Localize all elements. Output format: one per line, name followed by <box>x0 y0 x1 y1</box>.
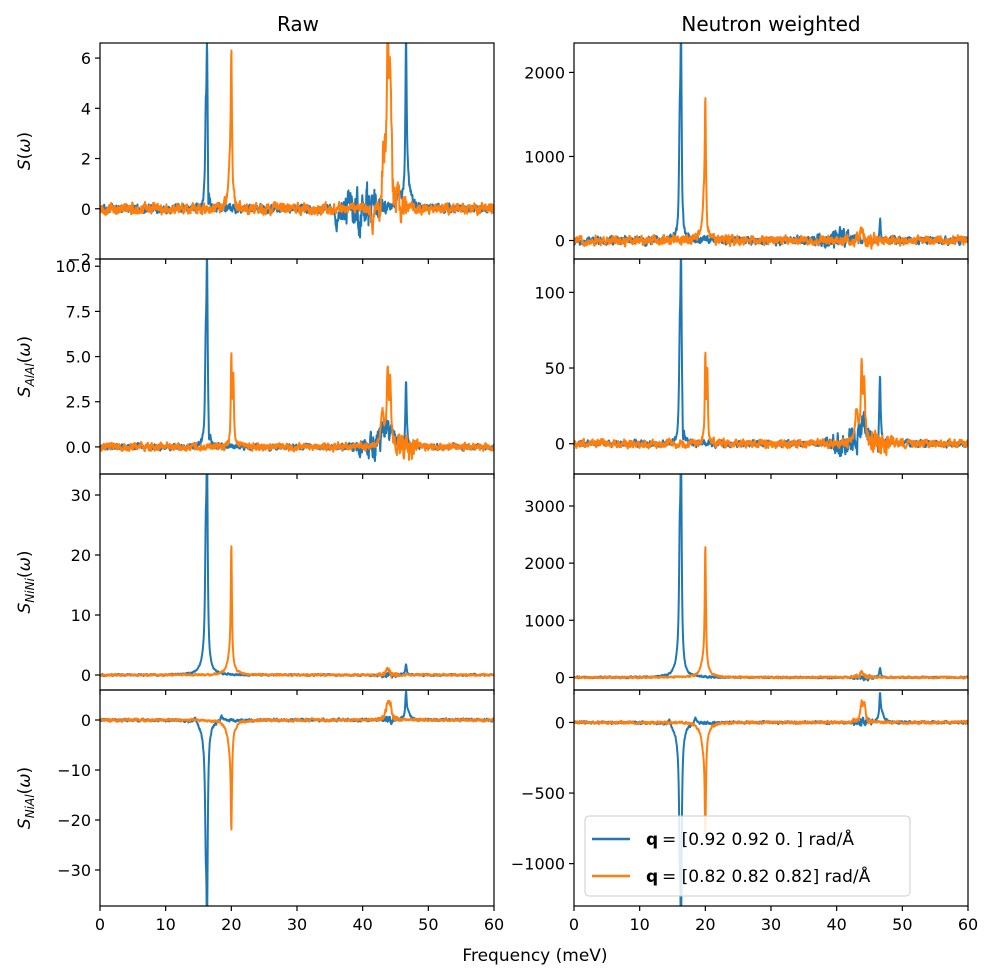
y-tick-label: 0.0 <box>66 438 91 457</box>
x-tick-label: 30 <box>761 915 781 934</box>
y-tick-label: 2000 <box>524 63 565 82</box>
y-tick-label: 20 <box>71 546 91 565</box>
series-line-1 <box>100 690 494 906</box>
legend-prefix-series-2: q <box>646 867 658 887</box>
y-axis-label: S(ω) <box>15 132 35 170</box>
panel-raw-NiNi: 0 10 20 30 SNiNi(ω) <box>15 473 495 695</box>
series-group <box>574 692 968 906</box>
panel-raw-NiAl: −30 −20 −10 0 0 10 20 30 40 50 60 SNiAl(ω) <box>15 689 504 934</box>
y-tick-label: −500 <box>521 784 565 803</box>
panel-raw-AlAl: 0.0 2.5 5.0 7.5 10.0 SAlAl(ω) <box>15 257 495 479</box>
series-line-2 <box>574 351 968 457</box>
y-tick-label: 10.0 <box>55 257 91 276</box>
panel-nw-NiNi: 0 1000 2000 3000 <box>524 473 969 695</box>
axes-frame <box>573 473 969 691</box>
series-group <box>100 259 494 462</box>
series-line-2 <box>574 546 968 680</box>
column-title-raw: Raw <box>277 12 319 36</box>
y-tick-label: 0 <box>555 232 565 251</box>
x-tick-label: 20 <box>695 915 715 934</box>
axes-frame <box>99 473 495 691</box>
y-tick-label: 1000 <box>524 611 565 630</box>
y-tick-label: 7.5 <box>66 302 91 321</box>
y-axis-label: SAlAl(ω) <box>15 336 37 397</box>
y-tick-label: 10 <box>71 606 91 625</box>
series-group <box>574 43 968 250</box>
y-tick-label: 2.5 <box>66 393 91 412</box>
legend: q = [0.92 0.92 0. ] rad/Å q = [0.82 0.82… <box>584 815 911 897</box>
y-tick-label: 2 <box>81 150 91 169</box>
x-tick-label: 40 <box>826 915 846 934</box>
y-tick-label: 1000 <box>524 147 565 166</box>
panel-nw-NiAl: −1000 −500 0 0 10 20 30 40 50 60 <box>511 689 978 934</box>
panels: −20246S(ω)0100020000.02.55.07.510.0SAlAl… <box>15 42 978 934</box>
y-axis-label: SNiNi(ω) <box>15 551 37 614</box>
axes-frame <box>573 42 969 260</box>
y-tick-label: 6 <box>81 49 91 68</box>
y-tick-label: −20 <box>57 811 91 830</box>
y-tick-label: 4 <box>81 99 91 118</box>
y-tick-label: 0 <box>555 668 565 687</box>
y-tick-label: 0 <box>81 666 91 685</box>
legend-box <box>584 815 911 897</box>
y-tick-label: 30 <box>71 486 91 505</box>
series-group <box>100 690 494 906</box>
series-line-1 <box>100 259 494 462</box>
series-line-1 <box>574 43 968 249</box>
y-tick-label: 0 <box>555 713 565 732</box>
series-group <box>100 43 494 239</box>
legend-label-series-1: = [0.92 0.92 0. ] rad/Å <box>662 828 854 850</box>
series-line-1 <box>100 474 494 679</box>
x-tick-label: 0 <box>569 915 579 934</box>
y-tick-label: 0 <box>81 200 91 219</box>
x-tick-label: 0 <box>95 915 105 934</box>
y-tick-label: 5.0 <box>66 348 91 367</box>
x-tick-label: 60 <box>484 915 504 934</box>
series-group <box>574 474 968 682</box>
legend-label-series-2: = [0.82 0.82 0.82] rad/Å <box>662 865 871 887</box>
y-tick-label: 50 <box>545 359 565 378</box>
x-tick-label: 10 <box>629 915 649 934</box>
axes-frame <box>99 258 495 475</box>
x-tick-label: 50 <box>418 915 438 934</box>
y-tick-label: 3000 <box>524 497 565 516</box>
series-line-2 <box>574 699 968 837</box>
series-line-2 <box>100 352 494 461</box>
y-tick-label: 0 <box>555 435 565 454</box>
y-axis-label: SNiAl(ω) <box>15 767 37 829</box>
panel-nw-AlAl: 0 50 100 <box>534 258 969 479</box>
series-line-2 <box>100 699 494 831</box>
panel-nw-S: 0 1000 2000 <box>524 42 969 264</box>
x-tick-label: 50 <box>892 915 912 934</box>
panel-raw-S: −2 0 2 4 6 S(ω) <box>15 42 495 269</box>
y-tick-label: −10 <box>57 761 91 780</box>
legend-prefix-series-1: q <box>646 830 658 850</box>
series-line-1 <box>574 259 968 458</box>
series-group <box>100 474 494 679</box>
series-line-2 <box>574 97 968 250</box>
y-tick-label: −1000 <box>511 855 565 874</box>
x-tick-label: 20 <box>221 915 241 934</box>
x-tick-label: 10 <box>155 915 175 934</box>
series-group <box>574 259 968 458</box>
x-tick-label: 60 <box>958 915 978 934</box>
x-tick-label: 40 <box>352 915 372 934</box>
series-line-2 <box>100 43 494 236</box>
axes-frame <box>99 689 495 907</box>
x-axis-label: Frequency (meV) <box>462 946 607 966</box>
y-tick-label: −2 <box>67 250 91 269</box>
series-line-1 <box>574 474 968 682</box>
y-tick-label: 2000 <box>524 554 565 573</box>
series-line-2 <box>100 545 494 678</box>
y-tick-label: 100 <box>534 283 565 302</box>
y-tick-label: −30 <box>57 861 91 880</box>
column-title-neutron-weighted: Neutron weighted <box>681 12 860 36</box>
y-tick-label: 0 <box>81 711 91 730</box>
x-tick-label: 30 <box>287 915 307 934</box>
axes-frame <box>99 42 495 260</box>
